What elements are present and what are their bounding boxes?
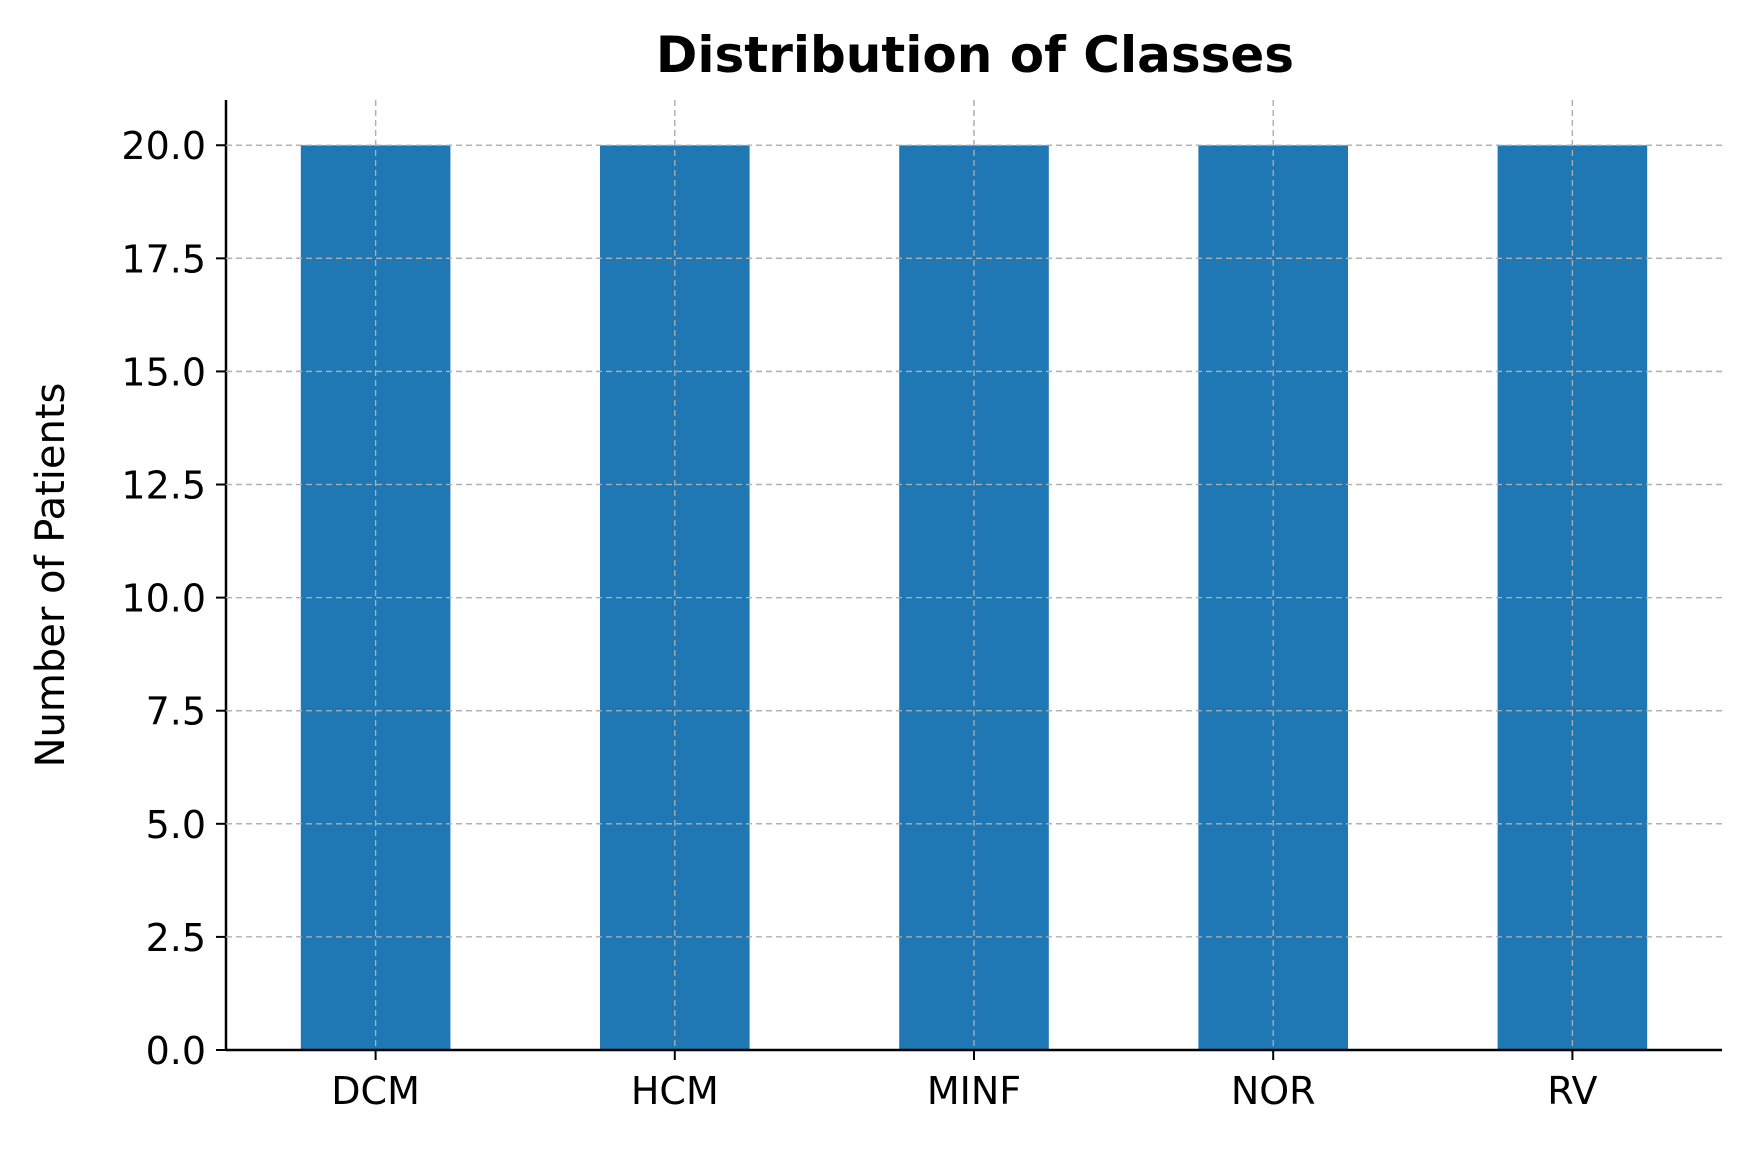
- y-tick-label: 17.5: [121, 237, 206, 281]
- y-tick-label: 7.5: [146, 690, 206, 734]
- bars: [300, 145, 1648, 1050]
- bar-nor: [1198, 145, 1348, 1050]
- x-tick-label: HCM: [631, 1069, 719, 1113]
- y-tick-label: 15.0: [121, 350, 206, 394]
- x-tick-label: NOR: [1231, 1069, 1316, 1113]
- tick-labels: 0.0 2.5 5.0 7.5 10.0 12.5 15.0 17.5 20.0 DCM HCM MI…: [121, 124, 1597, 1113]
- grid-lines-overlay: [226, 100, 1722, 1050]
- bar-dcm: [300, 145, 451, 1050]
- y-tick-label: 10.0: [121, 577, 206, 621]
- y-tick-label: 0.0: [146, 1029, 206, 1073]
- bar-hcm: [600, 145, 750, 1050]
- chart-title: Distribution of Classes: [656, 26, 1294, 84]
- x-tick-label: RV: [1547, 1069, 1597, 1113]
- y-tick-label: 12.5: [121, 464, 206, 508]
- bar-minf: [899, 145, 1049, 1050]
- x-tick-label: DCM: [331, 1069, 420, 1113]
- y-tick-label: 2.5: [146, 916, 206, 960]
- bar-rv: [1497, 145, 1648, 1050]
- y-tick-label: 5.0: [146, 803, 206, 847]
- y-axis-label: Number of Patients: [28, 383, 74, 768]
- x-tick-label: MINF: [927, 1069, 1021, 1113]
- y-tick-label: 20.0: [121, 124, 206, 168]
